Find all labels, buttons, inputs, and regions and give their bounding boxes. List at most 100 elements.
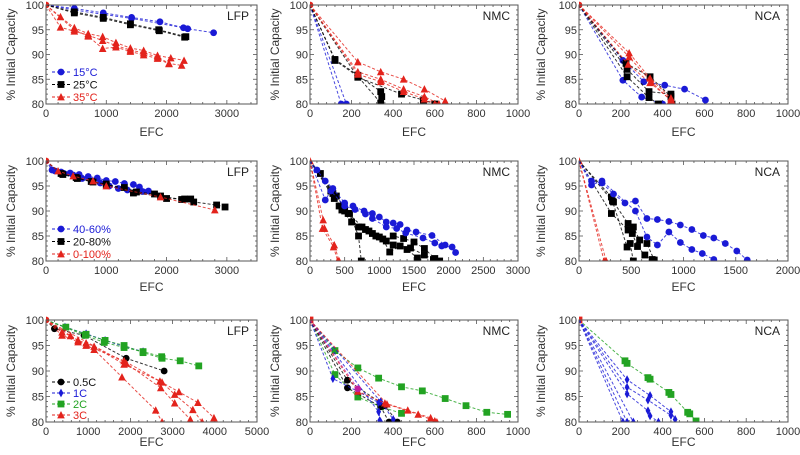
data-point [624,375,630,385]
data-point [402,229,410,237]
data-point [699,232,707,239]
legend-marker [57,93,65,101]
data-point [629,257,637,261]
x-tick-label: 400 [653,108,671,120]
data-point [331,371,339,378]
data-point [180,24,187,32]
data-point [177,61,186,69]
data-point [632,197,639,205]
data-point [357,257,365,261]
data-point [90,345,98,353]
data-point [609,197,616,205]
data-point [375,374,383,382]
data-point [385,418,393,422]
y-tick-label: 90 [565,366,577,378]
data-point [733,247,741,255]
data-point [623,243,631,251]
data-point [335,202,343,210]
series-line [579,160,748,261]
data-point [483,408,491,416]
y-tick-label: 100 [26,315,44,327]
x-tick-label: 200 [612,108,630,120]
panel-6: 0 500 1000 1500 2000 80 85 90 95 100 NCA EFC % Initi… [534,156,800,294]
x-tick-label: 4000 [203,426,227,438]
data-point [176,357,184,365]
data-point [430,256,437,261]
x-tick-label: 0 [307,108,313,120]
data-point [398,409,405,417]
plot-frame [578,160,789,262]
x-tick-label: 1500 [724,265,748,277]
data-point [432,416,438,422]
data-point [130,189,137,197]
data-point [111,178,119,185]
data-point [504,410,511,418]
data-point [628,230,636,237]
data-point [175,387,183,396]
data-point [130,181,137,188]
data-point [710,256,718,261]
data-point [421,251,428,259]
y-axis-title: % Initial Capacity [268,165,282,257]
data-point [99,14,107,22]
plot-frame [578,4,789,105]
data-point [321,177,329,185]
series-line [310,319,435,422]
data-point [721,240,729,247]
series-line [310,319,398,422]
data-point [414,254,421,261]
data-point [672,415,678,422]
data-point [421,245,428,252]
data-point [166,53,175,62]
data-point [327,187,335,195]
y-tick-label: 95 [296,25,308,37]
x-tick-label: 1000 [671,265,695,277]
x-tick-label: 600 [426,426,444,438]
x-tick-label: 1500 [402,265,426,277]
x-tick-label: 800 [467,108,485,120]
plot-frame [45,319,258,423]
x-tick-label: 3000 [215,265,239,277]
data-point [56,23,65,31]
data-point [180,56,188,64]
data-point [139,50,148,59]
data-point [153,54,162,62]
y-tick-label: 100 [290,156,308,168]
legend-marker [57,400,65,408]
data-point [358,223,366,231]
x-tick-label: 400 [384,426,402,438]
data-point [399,75,408,83]
y-tick-label: 100 [26,0,44,12]
legend: 15°C25°C35°C [52,67,98,104]
y-tick-label: 85 [32,74,44,86]
data-point [419,234,427,242]
legend-marker [58,388,64,398]
x-tick-label: 0 [576,426,582,438]
y-tick-label: 80 [565,256,577,268]
y-tick-label: 100 [559,0,577,12]
data-point [624,220,632,227]
series-group [310,1,449,104]
series-line [579,319,624,422]
x-tick-label: 0 [307,426,313,438]
data-point [379,235,387,243]
data-point [211,206,219,214]
data-point [653,241,661,249]
data-point [187,195,195,203]
panel-2: 0 200 400 600 800 1000 80 85 90 95 100 NMC EFC % Init… [268,0,530,139]
data-point [626,240,634,247]
x-tick-label: 1000 [367,265,391,277]
panel-material-label: LFP [227,9,249,23]
data-point [632,207,639,215]
data-point [69,172,77,180]
data-point [382,223,390,231]
legend-marker [57,250,65,258]
data-point [426,413,435,422]
data-point [186,415,194,422]
x-tick-label: 1000 [76,426,100,438]
y-tick-label: 95 [565,181,577,193]
data-point [667,96,675,104]
data-point [383,400,391,408]
panel-material-label: NMC [483,9,511,23]
data-point [588,181,595,189]
